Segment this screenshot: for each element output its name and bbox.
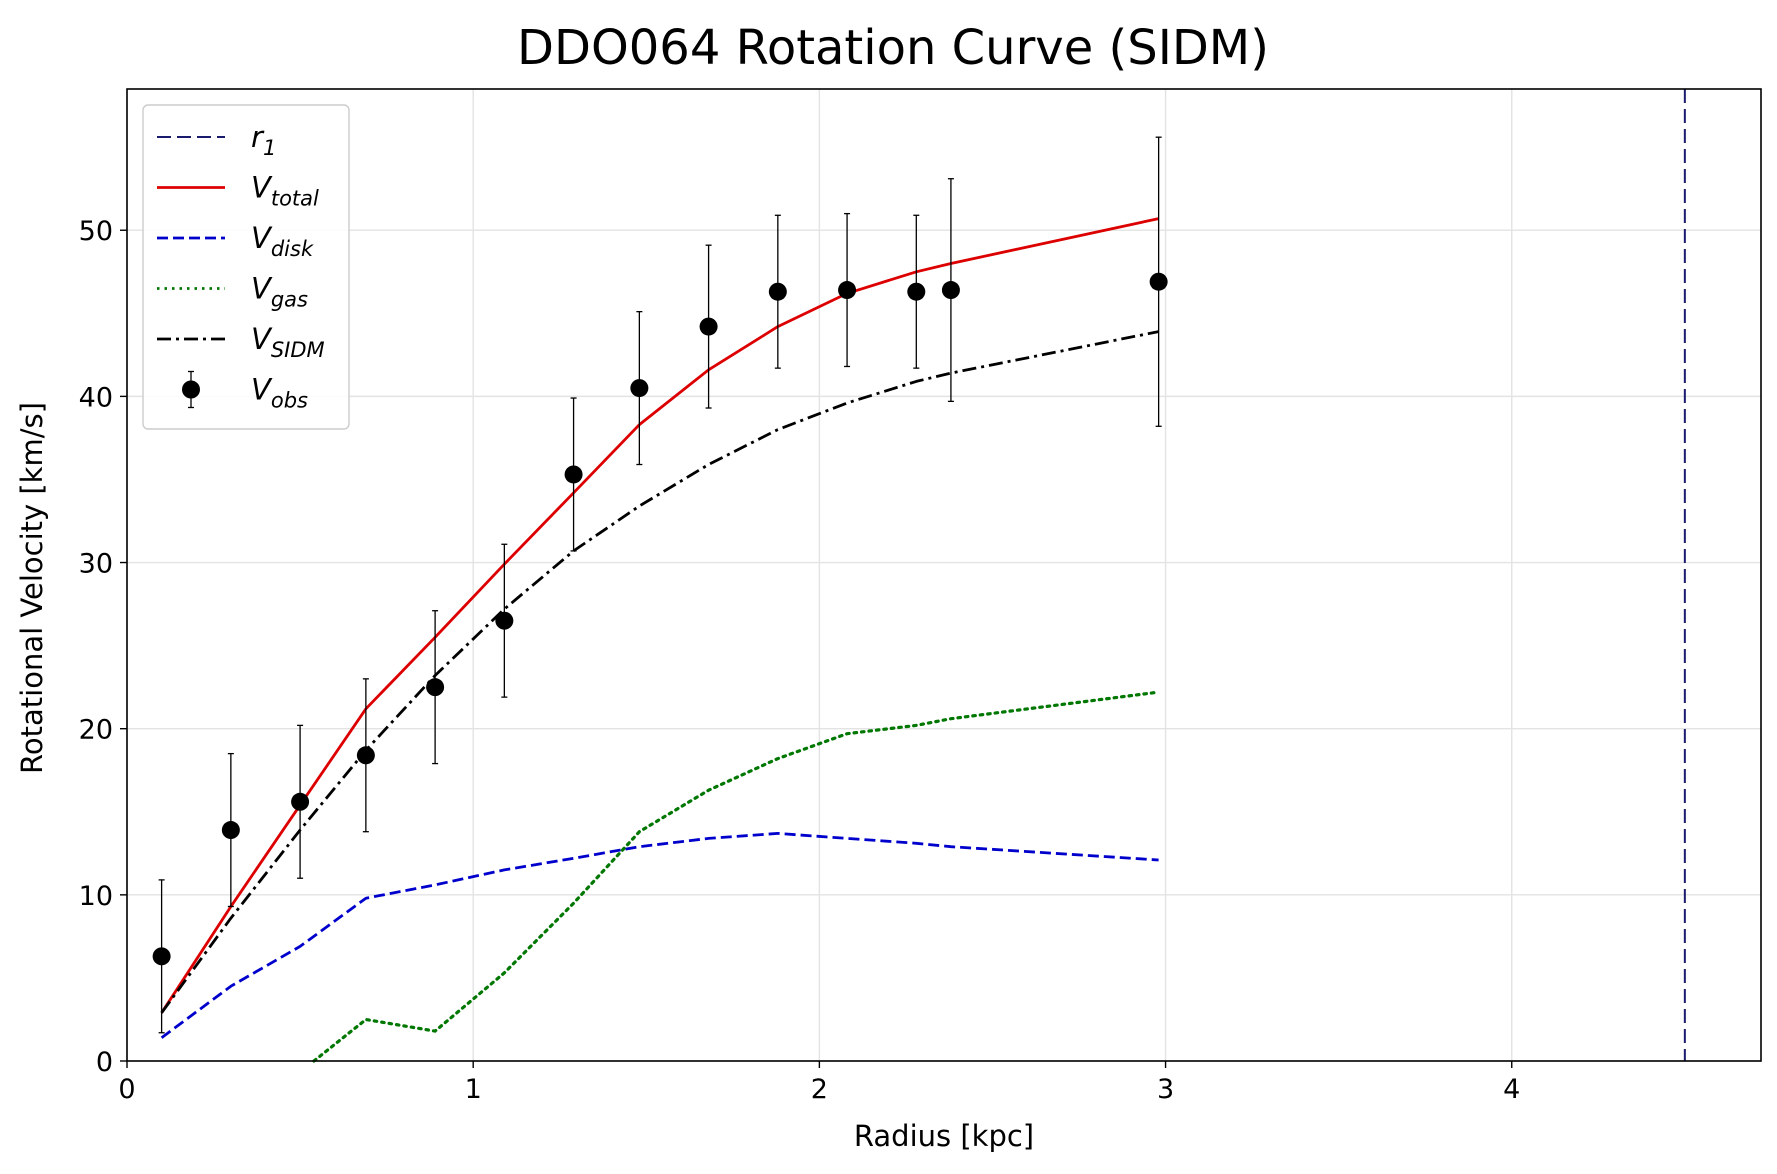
legend-item-r1-label: r1 — [251, 120, 276, 160]
observed-points — [152, 136, 1168, 1034]
data-point — [699, 317, 718, 336]
x-tick-label: 4 — [1503, 1074, 1520, 1105]
data-point — [356, 746, 375, 765]
legend-item-obs-label: Vobs — [251, 373, 308, 413]
data-point — [221, 821, 240, 840]
data-point — [495, 611, 514, 630]
x-tick-label: 1 — [465, 1074, 482, 1105]
data-point — [630, 379, 649, 398]
y-tick-label: 30 — [79, 549, 113, 580]
x-tick-label: 3 — [1157, 1074, 1174, 1105]
data-point — [426, 678, 445, 697]
data-point — [768, 282, 787, 301]
y-tick-label: 50 — [79, 216, 113, 247]
y-tick-label: 0 — [96, 1047, 113, 1078]
data-point — [291, 792, 310, 811]
x-tick-label: 0 — [118, 1074, 135, 1105]
x-axis-label: Radius [kpc] — [854, 1119, 1034, 1153]
data-point — [564, 465, 583, 484]
plot-frame — [126, 88, 1762, 1062]
legend-item-sidm-label: VSIDM — [251, 322, 325, 362]
series-line-total — [160, 217, 1159, 1014]
data-point — [1149, 272, 1168, 291]
legend: r1 Vtotal Vdisk Vgas VSIDM Vobs — [142, 104, 350, 430]
legend-item-gas-label: Vgas — [251, 272, 308, 312]
y-tick-label: 20 — [79, 715, 113, 746]
data-point — [907, 282, 926, 301]
series-layer — [160, 89, 1686, 1063]
data-point — [152, 947, 171, 966]
legend-box — [142, 104, 350, 430]
x-tick-label: 2 — [811, 1074, 828, 1105]
grid — [126, 89, 1761, 1062]
legend-item-disk-label: Vdisk — [251, 221, 314, 261]
series-line-gas — [312, 690, 1161, 1063]
y-axis-label: Rotational Velocity [km/s] — [15, 402, 49, 774]
chart-title: DDO064 Rotation Curve (SIDM) — [517, 20, 1269, 76]
series-line-disk — [160, 832, 1159, 1039]
y-tick-label: 10 — [79, 881, 113, 912]
data-point — [838, 281, 857, 300]
data-point — [941, 281, 960, 300]
series-line-sidm — [160, 330, 1159, 1014]
legend-item-total-label: Vtotal — [251, 171, 319, 211]
legend-item-obs-swatch-dot — [182, 380, 200, 399]
y-tick-label: 40 — [79, 382, 113, 413]
